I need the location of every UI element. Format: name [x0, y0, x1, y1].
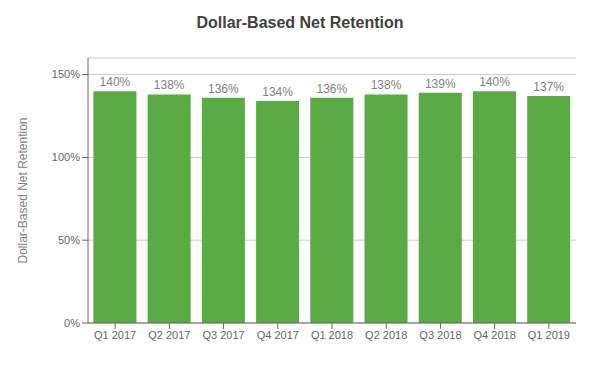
svg-text:150%: 150%: [52, 68, 80, 80]
svg-text:Q1 2018: Q1 2018: [311, 329, 353, 341]
svg-text:136%: 136%: [316, 82, 347, 96]
svg-text:139%: 139%: [425, 77, 456, 91]
svg-text:Q1 2019: Q1 2019: [528, 329, 570, 341]
svg-text:Q3 2018: Q3 2018: [419, 329, 461, 341]
svg-text:140%: 140%: [479, 75, 510, 89]
svg-text:Q2 2018: Q2 2018: [365, 329, 407, 341]
svg-text:137%: 137%: [533, 80, 564, 94]
svg-text:Q3 2017: Q3 2017: [202, 329, 244, 341]
svg-text:100%: 100%: [52, 151, 80, 163]
html-text:Dollar-Based Net Retention: Dollar-Based Net Retention: [196, 14, 404, 31]
svg-text:136%: 136%: [208, 82, 239, 96]
svg-text:140%: 140%: [100, 75, 131, 89]
svg-text:Dollar-Based Net Retention: Dollar-Based Net Retention: [16, 117, 30, 263]
svg-text:134%: 134%: [262, 85, 293, 99]
svg-text:138%: 138%: [154, 78, 185, 92]
svg-text:Q1 2017: Q1 2017: [94, 329, 136, 341]
svg-text:138%: 138%: [371, 78, 402, 92]
svg-text:50%: 50%: [58, 234, 80, 246]
svg-text:Q4 2018: Q4 2018: [474, 329, 516, 341]
svg-text:0%: 0%: [64, 317, 80, 329]
svg-text:Q4 2017: Q4 2017: [257, 329, 299, 341]
svg-text:Q2 2017: Q2 2017: [148, 329, 190, 341]
